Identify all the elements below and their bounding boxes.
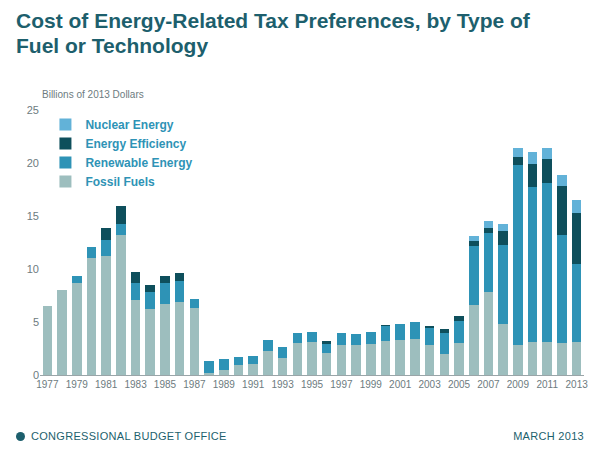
svg-text:1989: 1989 [213,379,236,390]
svg-text:2007: 2007 [477,379,500,390]
svg-text:1977: 1977 [36,379,59,390]
svg-text:25: 25 [27,104,39,116]
svg-text:1983: 1983 [124,379,147,390]
svg-text:15: 15 [27,210,39,222]
svg-text:Billions of 2013 Dollars: Billions of 2013 Dollars [42,89,144,100]
svg-text:2013: 2013 [566,379,589,390]
svg-text:Energy Efficiency: Energy Efficiency [85,137,186,151]
svg-text:Renewable Energy: Renewable Energy [85,156,192,170]
html-text:CONGRESSIONAL BUDGET OFFICE: CONGRESSIONAL BUDGET OFFICE [31,430,227,442]
svg-text:Fossil Fuels: Fossil Fuels [85,175,155,189]
html-text:MARCH 2013: MARCH 2013 [513,430,584,442]
svg-text:2005: 2005 [448,379,471,390]
svg-text:1985: 1985 [154,379,177,390]
html-text:Cost of Energy-Related Tax Pre: Cost of Energy-Related Tax Preferences, … [16,9,530,57]
svg-text:20: 20 [27,157,39,169]
svg-text:1995: 1995 [301,379,324,390]
svg-text:5: 5 [33,316,39,328]
svg-text:1999: 1999 [360,379,383,390]
svg-text:2009: 2009 [507,379,530,390]
svg-text:2011: 2011 [536,379,558,390]
svg-text:1987: 1987 [183,379,206,390]
svg-text:2003: 2003 [418,379,441,390]
svg-text:10: 10 [27,263,39,275]
svg-text:1993: 1993 [271,379,294,390]
svg-text:1979: 1979 [66,379,89,390]
svg-text:1991: 1991 [242,379,265,390]
svg-text:2001: 2001 [389,379,412,390]
svg-text:0: 0 [33,369,39,381]
svg-text:1997: 1997 [330,379,353,390]
svg-text:1981: 1981 [95,379,118,390]
svg-text:Nuclear Energy: Nuclear Energy [85,118,173,132]
